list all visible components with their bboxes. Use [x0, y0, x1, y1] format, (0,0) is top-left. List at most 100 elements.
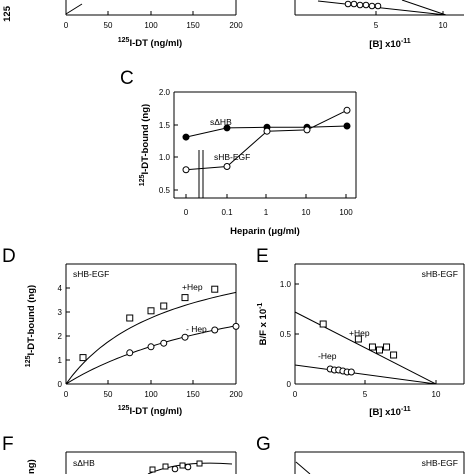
panel-d-y-axis-label: 125I-DT-bound (ng) — [25, 285, 37, 367]
panel-e-fit-line-minus-hep — [294, 364, 436, 385]
panel-e: E 0 0.5 1.0 0 5 10 [B] x10-11 B/F x 10-1… — [256, 246, 465, 418]
panel-d-point-plus-hep — [211, 285, 219, 293]
panel-f: F sΔHB ng) — [2, 434, 237, 474]
panel-c-x-tick-label: 100 — [339, 208, 353, 217]
panel-d-inset-label: sHB-EGF — [73, 269, 109, 279]
panel-c-x-axis-label: Heparin (μg/ml) — [230, 226, 300, 237]
panel-e-plot-area — [294, 311, 437, 385]
panel-e-y-tick-label: 0.5 — [280, 330, 292, 339]
panel-e-point-plus-hep — [368, 343, 376, 351]
panel-e-inset-label: sHB-EGF — [422, 269, 458, 279]
panel-c-x-tick-label: 1 — [264, 208, 269, 217]
panel-c-point-sdhb — [223, 124, 231, 132]
panel-c-point-shbegf — [182, 166, 190, 174]
panel-e-point-plus-hep — [319, 320, 327, 328]
panel-d-point-plus-hep — [79, 354, 87, 362]
panel-b-fit-line — [401, 0, 447, 16]
panel-c-x-tick-label: 0.1 — [221, 208, 233, 217]
panel-d-x-tick-label: 200 — [229, 390, 243, 399]
panel-d-point-plus-hep — [147, 307, 155, 315]
panel-f-letter: F — [2, 434, 14, 455]
panel-c-point-shbegf — [303, 126, 311, 134]
panel-c-point-shbegf — [263, 127, 271, 135]
panel-e-x-axis-label: [B] x10-11 — [369, 406, 411, 418]
panel-c-series-label-sdhb: sΔHB — [210, 117, 232, 127]
panel-c: C 0.5 1.0 1.5 2.0 0 0.1 1 10 100 Heparin… — [120, 68, 357, 237]
panel-g: G sHB-EGF — [256, 434, 465, 474]
panel-a-x-tick-label: 200 — [229, 21, 243, 30]
panel-c-y-axis-label: 125I-DT-bound (ng) — [139, 104, 151, 186]
panel-f-y-axis-label: ng) — [26, 459, 37, 474]
panel-e-y-axis-label: B/F x 10-1 — [257, 303, 269, 346]
panel-f-point — [196, 460, 203, 467]
panel-d-y-tick-label: 3 — [58, 308, 63, 317]
panel-d-series-label-minus-hep: - Hep — [186, 324, 207, 334]
panel-b-x-axis-label: [B] x10-11 — [369, 38, 411, 50]
panel-g-letter: G — [256, 434, 271, 455]
panel-b-point — [368, 2, 376, 10]
panel-d-point-minus-hep — [211, 326, 219, 334]
panel-c-y-tick-label: 1.0 — [159, 153, 171, 162]
panel-e-point-plus-hep — [383, 343, 391, 351]
panel-e-x-tick-label: 0 — [293, 390, 298, 399]
panel-f-point — [179, 462, 186, 469]
panel-c-series-label-shbegf: sHB-EGF — [214, 152, 250, 162]
panel-g-fit-line — [295, 461, 311, 474]
panel-d-plot-area — [65, 285, 240, 385]
panel-c-x-tick-label: 10 — [302, 208, 311, 217]
panel-c-point-shbegf — [343, 106, 351, 114]
panel-d-x-axis-label: 125I-DT (ng/ml) — [118, 405, 182, 417]
panel-e-letter: E — [256, 246, 269, 267]
panel-b: 5 10 [B] x10-11 — [294, 0, 464, 50]
panel-f-point — [184, 463, 192, 471]
panel-d-y-tick-label: 0 — [58, 380, 63, 389]
panel-d-point-minus-hep — [147, 343, 155, 351]
panel-a-x-axis-label: 125I-DT (ng/ml) — [118, 37, 182, 49]
panel-b-fit-line — [317, 0, 447, 16]
panel-d-point-plus-hep — [160, 302, 168, 310]
panel-d: D 0 1 2 3 4 0 50 100 150 200 125I-DT (ng… — [2, 246, 243, 417]
panel-c-point-sdhb — [182, 133, 190, 141]
panel-e-y-tick-label: 1.0 — [280, 280, 292, 289]
panel-b-x-tick-label: 5 — [374, 21, 379, 30]
panel-e-point-plus-hep — [376, 346, 383, 354]
panel-a-x-tick-label: 50 — [104, 21, 113, 30]
panel-d-point-plus-hep — [181, 294, 189, 302]
panel-c-letter: C — [120, 68, 134, 89]
panel-c-x-tick-label: 0 — [184, 208, 189, 217]
panel-c-y-tick-label: 2.0 — [159, 88, 171, 97]
panel-c-plot-area — [182, 106, 351, 174]
panel-d-y-tick-label: 2 — [58, 332, 63, 341]
panel-d-fit-curve-plus-hep — [65, 291, 237, 385]
panel-e-y-tick-label: 0 — [287, 380, 292, 389]
panel-d-x-tick-label: 100 — [144, 390, 158, 399]
panel-d-y-tick-label: 1 — [58, 356, 63, 365]
panel-e-point-plus-hep — [354, 335, 362, 343]
panel-c-y-tick-label: 0.5 — [159, 186, 171, 195]
panel-d-series-label-plus-hep: +Hep — [182, 282, 203, 292]
panel-e-series-label-plus-hep: +Hep — [349, 328, 370, 338]
panel-a-x-tick-label: 100 — [144, 21, 158, 30]
panel-b-x-tick-label: 10 — [439, 21, 448, 30]
panel-f-point — [149, 466, 156, 473]
panel-f-point — [171, 465, 179, 473]
panel-a-y-axis-label: 125 — [2, 5, 13, 22]
panel-b-point — [362, 1, 370, 9]
panel-d-letter: D — [2, 246, 16, 267]
panel-f-point — [162, 463, 169, 470]
panel-g-inset-label: sHB-EGF — [422, 458, 458, 468]
panel-d-point-minus-hep — [181, 333, 189, 341]
panel-d-point-plus-hep — [126, 314, 134, 322]
panel-e-x-tick-label: 5 — [363, 390, 368, 399]
panel-e-series-label-minus-hep: -Hep — [318, 351, 337, 361]
panel-a-x-tick-label: 150 — [186, 21, 200, 30]
panel-d-point-minus-hep — [160, 339, 168, 347]
panel-b-point — [344, 0, 352, 8]
panel-a: 0 50 100 150 200 125I-DT (ng/ml) 125 — [2, 0, 243, 49]
panel-e-x-tick-label: 10 — [432, 390, 441, 399]
panel-d-y-tick-label: 4 — [58, 284, 63, 293]
panel-d-x-tick-label: 0 — [64, 390, 69, 399]
panel-d-point-minus-hep — [126, 349, 134, 357]
panel-c-point-shbegf — [223, 162, 231, 170]
